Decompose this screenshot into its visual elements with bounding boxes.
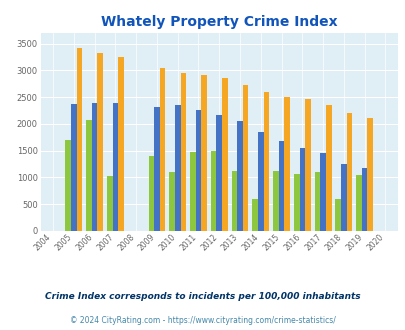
Bar [175,105,180,231]
Bar [154,107,159,231]
Title: Whately Property Crime Index: Whately Property Crime Index [101,15,337,29]
Bar [65,140,71,231]
Bar [335,199,340,231]
Text: Crime Index corresponds to incidents per 100,000 inhabitants: Crime Index corresponds to incidents per… [45,292,360,301]
Bar [237,121,242,231]
Bar [92,103,97,231]
Bar [180,73,185,231]
Bar [325,105,331,231]
Bar [169,172,175,231]
Bar [112,103,118,231]
Bar [242,85,248,231]
Bar [355,175,361,231]
Bar [299,148,305,231]
Bar [231,171,237,231]
Bar [86,120,92,231]
Bar [293,174,299,231]
Bar [97,53,103,231]
Bar [320,153,325,231]
Bar [210,151,216,231]
Bar [148,156,154,231]
Bar [190,152,195,231]
Bar [71,104,77,231]
Bar [257,132,263,231]
Bar [77,48,82,231]
Text: © 2024 CityRating.com - https://www.cityrating.com/crime-statistics/: © 2024 CityRating.com - https://www.city… [70,316,335,325]
Bar [263,92,269,231]
Bar [107,177,112,231]
Bar [305,99,310,231]
Bar [284,97,289,231]
Bar [252,199,257,231]
Bar [361,168,367,231]
Bar [346,113,352,231]
Bar [278,141,284,231]
Bar [118,56,124,231]
Bar [273,171,278,231]
Bar [340,164,346,231]
Bar [201,75,207,231]
Bar [159,68,165,231]
Bar [314,172,320,231]
Bar [367,117,372,231]
Bar [216,115,222,231]
Bar [222,78,227,231]
Bar [195,110,201,231]
